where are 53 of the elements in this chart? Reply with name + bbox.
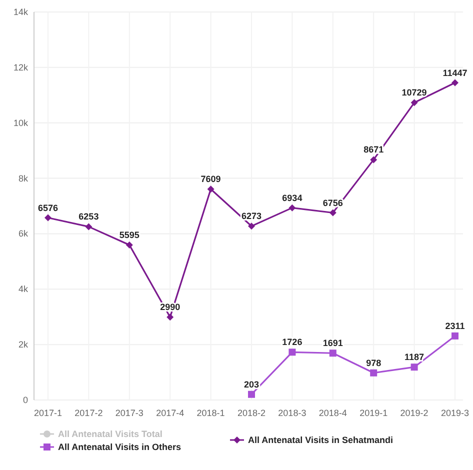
y-tick-label: 12k	[13, 62, 28, 72]
data-label: 978	[366, 358, 382, 368]
x-tick-label: 2018-4	[318, 408, 347, 418]
point	[288, 204, 296, 212]
x-tick-label: 2019-1	[360, 408, 388, 418]
y-tick-label: 0	[22, 395, 28, 405]
legend-label: All Antenatal Visits in Others	[58, 442, 182, 452]
y-tick-label: 8k	[18, 173, 28, 184]
y-tick-label: 2k	[18, 340, 28, 350]
x-tick-label: 2019-2	[400, 408, 428, 418]
data-label: 7609	[200, 174, 221, 184]
point	[329, 350, 336, 357]
legend-label: All Antenatal Visits Total	[58, 429, 162, 439]
data-label: 10729	[402, 88, 427, 98]
point	[85, 223, 92, 230]
x-tick-label: 2018-3	[278, 408, 306, 418]
x-tick-label: 2019-3	[440, 408, 470, 418]
point	[44, 214, 52, 222]
x-tick-label: 2018-1	[196, 408, 225, 418]
point	[126, 241, 133, 248]
x-tick-label: 2018-2	[237, 408, 266, 418]
data-label: 203	[244, 379, 260, 390]
point	[248, 222, 255, 230]
data-label: 5595	[119, 230, 140, 240]
point	[288, 348, 296, 356]
data-label: 6934	[282, 192, 302, 203]
data-label: 6576	[38, 202, 58, 213]
y-tick-label: 14k	[13, 7, 28, 17]
data-label: 1726	[282, 337, 302, 348]
data-label: 6273	[241, 211, 262, 222]
point	[166, 314, 174, 321]
y-tick-label: 6k	[18, 228, 28, 239]
data-label: 1691	[322, 338, 343, 348]
point	[329, 209, 336, 216]
point	[248, 390, 255, 398]
point	[452, 79, 458, 86]
point	[410, 99, 418, 106]
point	[207, 186, 214, 193]
y-tick-label: 10k	[13, 118, 28, 128]
legend-label: All Antenatal Visits in Sehatmandi	[248, 435, 394, 445]
x-tick-label: 2017-4	[156, 408, 184, 418]
x-tick-label: 2017-3	[115, 408, 144, 418]
y-tick-label: 4k	[18, 284, 28, 294]
data-label: 2311	[445, 320, 465, 331]
x-tick-label: 2017-2	[74, 408, 103, 418]
point	[452, 332, 458, 340]
point	[410, 364, 418, 371]
data-label: 11447	[442, 68, 468, 78]
data-label: 1187	[404, 352, 424, 362]
data-label: 6253	[78, 212, 99, 222]
x-tick-label: 2017-1	[34, 408, 62, 418]
point	[370, 156, 378, 164]
point	[370, 369, 378, 376]
